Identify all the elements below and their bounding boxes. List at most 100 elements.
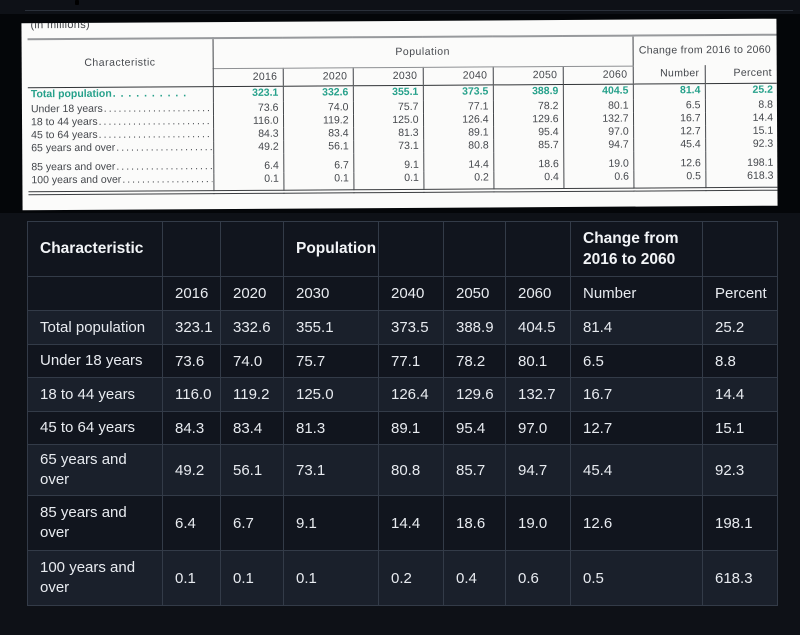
row-label-text: Total population: [29, 87, 212, 100]
value-cell: 388.9: [492, 84, 563, 100]
value-cell: 119.2: [220, 377, 284, 412]
value-cell: 45.4: [570, 444, 703, 496]
value-cell: 73.1: [353, 139, 424, 153]
value-cell: 81.4: [570, 310, 703, 345]
value-cell: 6.7: [220, 495, 284, 551]
row-label-text: 100 years and over: [29, 173, 212, 186]
value-cell: 126.4: [422, 112, 494, 127]
population-group-header: Population: [212, 35, 633, 69]
value-cell: 83.4: [283, 126, 354, 141]
value-cell: 94.7: [563, 138, 634, 152]
value-cell: 355.1: [352, 84, 423, 101]
value-cell: 126.4: [378, 377, 444, 412]
units-note: (in millions): [30, 18, 91, 32]
value-cell: 16.7: [570, 377, 703, 412]
value-cell: 77.1: [378, 344, 444, 378]
value-cell: 8.8: [704, 98, 778, 112]
value-cell: 129.6: [443, 377, 506, 412]
value-cell: 12.7: [570, 411, 703, 445]
row-label-text: 45 to 64 years: [31, 128, 98, 141]
value-cell: 0.4: [443, 550, 506, 606]
value-cell: 132.7: [505, 377, 571, 412]
value-cell: 49.2: [213, 140, 284, 154]
column-header-2050: 2050: [492, 66, 563, 85]
value-cell: 94.7: [505, 444, 571, 496]
value-cell: 74.0: [220, 344, 284, 378]
recreated-table: Characteristic Population Change from 20…: [27, 221, 778, 606]
value-cell: 85.7: [443, 444, 506, 496]
value-cell: 75.7: [352, 100, 423, 114]
characteristic-header: Characteristic: [27, 38, 213, 88]
value-cell: 77.1: [422, 99, 493, 114]
value-cell: 75.7: [283, 344, 379, 378]
dot-leader: [98, 129, 212, 141]
value-cell: 373.5: [378, 310, 444, 345]
column-header-percent: Percent: [702, 276, 778, 311]
value-cell: 0.5: [633, 169, 706, 190]
row-label-text: 85 years and over: [29, 160, 212, 173]
characteristic-header: Characteristic: [27, 221, 163, 277]
value-cell: 85.7: [493, 138, 564, 152]
row-label: 45 to 64 years: [28, 128, 213, 142]
value-cell: 80.1: [562, 99, 634, 113]
empty-header-cell: [220, 221, 284, 277]
value-cell: 0.1: [162, 550, 221, 606]
value-cell: 18.6: [493, 151, 564, 171]
row-label: 85 years and over: [28, 154, 213, 174]
value-cell: 6.5: [570, 344, 703, 378]
value-cell: 8.8: [702, 344, 778, 378]
column-header-2016: 2016: [162, 276, 221, 311]
empty-header-cell: [27, 276, 163, 311]
dot-leader: [121, 174, 212, 186]
change-group-header: Change from 2016 to 2060: [638, 43, 772, 57]
row-label: 65 years and over: [28, 141, 213, 155]
value-cell: 6.7: [283, 152, 354, 173]
value-cell: 6.4: [213, 153, 284, 173]
value-cell: 81.3: [353, 126, 424, 140]
value-cell: 73.6: [162, 344, 221, 378]
row-label: 85 years and over: [27, 495, 163, 551]
group-header-row: Characteristic Population Change from 20…: [27, 221, 778, 277]
value-cell: 0.1: [283, 550, 379, 606]
value-cell: 89.1: [423, 125, 494, 140]
column-header-2016: 2016: [212, 67, 283, 87]
value-cell: 355.1: [283, 310, 379, 345]
row-label: 100 years and over: [27, 550, 163, 606]
value-cell: 618.3: [705, 169, 778, 189]
value-cell: 404.5: [562, 83, 633, 100]
dot-leader: [115, 142, 212, 154]
value-cell: 198.1: [702, 495, 778, 551]
row-label: Total population: [27, 310, 163, 345]
value-cell: 81.4: [632, 83, 705, 100]
empty-header-cell: [702, 221, 778, 277]
source-table-image[interactable]: (in millions) Characteristic Population …: [21, 18, 778, 211]
value-cell: 15.1: [702, 411, 778, 445]
value-cell: 332.6: [282, 85, 353, 102]
column-header-number: Number: [570, 276, 703, 311]
column-header-2020: 2020: [282, 67, 353, 86]
value-cell: 73.6: [212, 101, 283, 115]
value-cell: 132.7: [562, 112, 634, 126]
value-cell: 323.1: [212, 85, 283, 102]
value-cell: 12.6: [570, 495, 703, 551]
value-cell: 373.5: [422, 84, 493, 101]
row-label-text: 100 years and over: [31, 173, 122, 186]
value-cell: 6.5: [632, 98, 706, 113]
row-label: Under 18 years: [28, 102, 213, 116]
value-cell: 80.8: [423, 138, 494, 153]
row-label-text: Under 18 years: [30, 102, 103, 115]
row-label: 18 to 44 years: [28, 115, 213, 129]
row-label-text: Total population: [30, 87, 112, 100]
value-cell: 323.1: [162, 310, 221, 345]
dot-leader: [103, 103, 212, 115]
column-header-2030: 2030: [283, 276, 379, 311]
value-cell: 19.0: [505, 495, 571, 551]
value-cell: 125.0: [283, 377, 379, 412]
value-cell: 95.4: [493, 125, 564, 139]
row-label-text: 45 to 64 years: [29, 128, 212, 141]
value-cell: 129.6: [492, 112, 564, 126]
